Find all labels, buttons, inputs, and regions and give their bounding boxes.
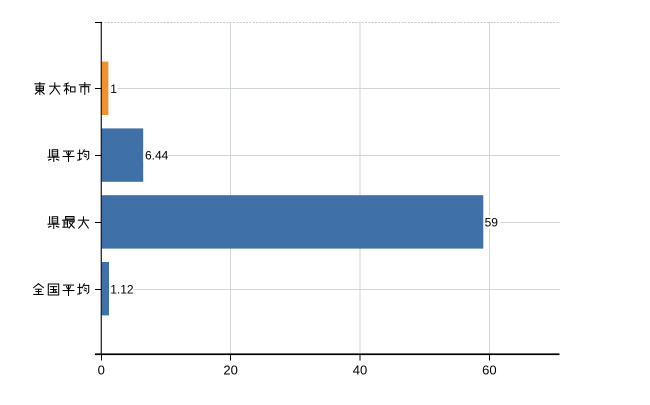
svg-text:1: 1 — [110, 82, 117, 96]
svg-text:0: 0 — [98, 362, 105, 377]
svg-text:40: 40 — [353, 362, 367, 377]
svg-text:60: 60 — [482, 362, 496, 377]
svg-text:59: 59 — [485, 216, 499, 230]
svg-text:6.44: 6.44 — [145, 149, 169, 163]
svg-text:20: 20 — [223, 362, 237, 377]
svg-text:1.12: 1.12 — [110, 282, 134, 296]
